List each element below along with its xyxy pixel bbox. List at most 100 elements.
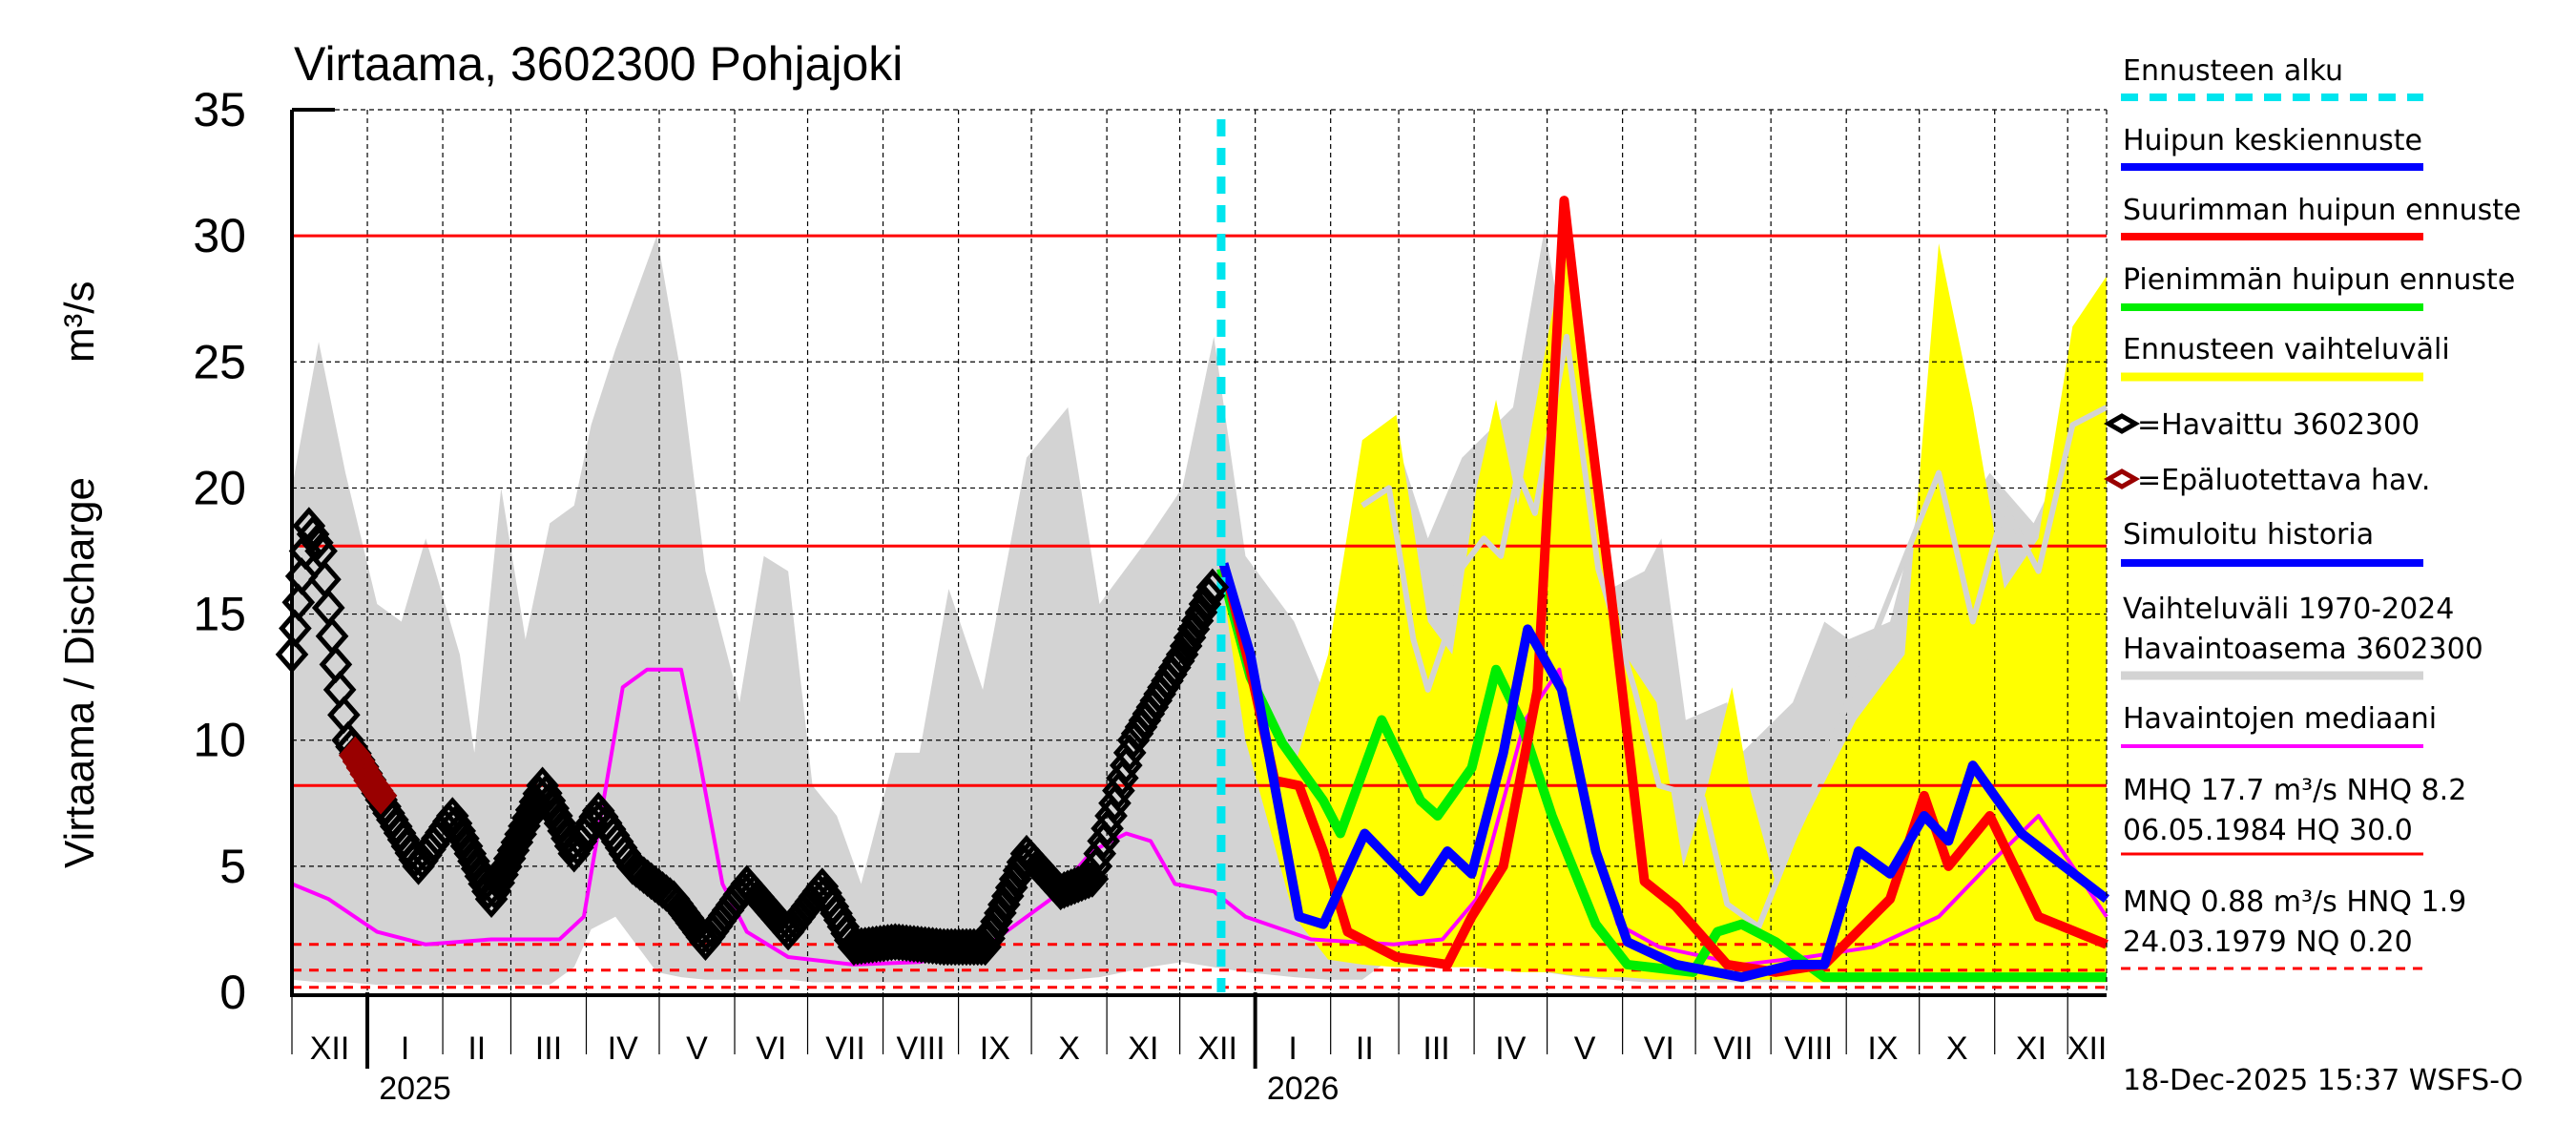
- legend-observed-diamond-icon: [2103, 413, 2141, 434]
- marker-havaittu-3602300: [1195, 568, 1230, 607]
- month-label: IX: [980, 1030, 1010, 1067]
- marker-havaittu-3602300: [994, 868, 1028, 906]
- month-label: XI: [2016, 1030, 2046, 1067]
- month-label: IX: [1867, 1030, 1898, 1067]
- legend-mnq-line1: MNQ 0.88 m³/s HNQ 1.9: [2123, 885, 2466, 919]
- marker-havaittu-3602300: [957, 927, 991, 967]
- marker-havaittu-3602300: [945, 927, 980, 967]
- y-axis-unit: m³/s: [56, 281, 103, 363]
- marker-havaittu-3602300: [987, 885, 1021, 924]
- marker-havaittu-3602300: [500, 822, 534, 862]
- series-lines: [291, 119, 2110, 992]
- marker-havaittu-3602300: [304, 531, 338, 571]
- legend-unreliable-diamond-icon: [2103, 468, 2141, 489]
- footer-timestamp: 18-Dec-2025 15:37 WSFS-O: [2123, 1064, 2524, 1097]
- legend: Ennusteen alku Huipun keskiennuste Suuri…: [2103, 54, 2521, 970]
- month-label: XII: [310, 1030, 350, 1067]
- month-label: I: [401, 1030, 409, 1067]
- month-label: VI: [1644, 1030, 1674, 1067]
- month-label: V: [1574, 1030, 1596, 1067]
- marker-havaittu-3602300: [482, 864, 516, 903]
- marker-havaittu-3602300: [478, 871, 512, 910]
- marker-havaittu-3602300: [961, 927, 995, 967]
- legend-max-peak: Suurimman huipun ennuste: [2123, 194, 2521, 227]
- y-tick-label: 15: [193, 588, 246, 641]
- marker-havaittu-3602300: [984, 894, 1017, 932]
- month-label: XII: [2067, 1030, 2108, 1067]
- marker-havaittu-3602300: [292, 507, 326, 545]
- legend-range-line2: Havaintoasema 3602300: [2123, 633, 2483, 666]
- marker-havaittu-3602300: [510, 799, 545, 838]
- line-huipun-keskiennuste: [1218, 562, 2110, 983]
- observed-markers: [275, 507, 1230, 967]
- y-tick-label: 0: [219, 966, 246, 1019]
- marker-havaittu-3602300: [980, 902, 1013, 941]
- y-tick-label: 35: [193, 83, 246, 136]
- marker-havaittu-3602300: [301, 523, 334, 562]
- line-suurimman-huipun-ennuste: [1218, 196, 2109, 977]
- marker-havaittu-3602300: [968, 927, 1002, 967]
- marker-havaittu-3602300: [1192, 576, 1226, 614]
- chart-title: Virtaama, 3602300 Pohjajoki: [294, 37, 903, 91]
- line-pienimma-n-huipun-ennuste: [1216, 567, 2107, 983]
- month-label: III: [1423, 1030, 1449, 1067]
- y-tick-label: 20: [193, 461, 246, 514]
- y-tick-label: 10: [193, 714, 246, 767]
- marker-havaittu-3602300: [1176, 610, 1211, 649]
- month-label: X: [1946, 1030, 1968, 1067]
- legend-forecast-start: Ennusteen alku: [2123, 54, 2343, 88]
- marker-havaittu-3602300: [972, 919, 1006, 958]
- month-label: IV: [608, 1030, 638, 1067]
- month-label: VIII: [897, 1030, 945, 1067]
- month-label: II: [467, 1030, 486, 1067]
- year-label: 2026: [1267, 1071, 1340, 1107]
- marker-havaittu-3602300: [1165, 635, 1199, 674]
- y-tick-label: 25: [193, 335, 246, 388]
- y-tick-label: 30: [193, 209, 246, 262]
- marker-havaittu-3602300: [492, 839, 527, 878]
- band-ennusteen-vaihteluva-li: [1220, 243, 2107, 983]
- legend-range-line1: Vaihteluväli 1970-2024: [2123, 593, 2454, 626]
- legend-unreliable: =Epäluotettava hav.: [2137, 464, 2430, 497]
- marker-havaittu-3602300: [1188, 585, 1222, 623]
- marker-havaittu-3602300: [508, 806, 541, 845]
- month-label: XII: [1197, 1030, 1237, 1067]
- marker-havaittu-3602300: [281, 583, 316, 622]
- y-axis-label: Virtaama / Discharge: [56, 477, 103, 868]
- marker-havaittu-3602300: [327, 696, 361, 735]
- marker-havaittu-3602300: [308, 560, 342, 599]
- marker-havaittu-3602300: [990, 877, 1025, 915]
- marker-havaittu-3602300: [486, 855, 519, 894]
- marker-havaittu-3602300: [1169, 627, 1203, 665]
- marker-havaittu-3602300: [311, 589, 345, 627]
- legend-forecast-range: Ennusteen vaihteluväli: [2123, 333, 2450, 366]
- marker-epa-luotettava-hav: [364, 777, 398, 815]
- marker-havaittu-3602300: [518, 782, 552, 822]
- marker-havaittu-3602300: [496, 831, 530, 870]
- month-label: II: [1356, 1030, 1374, 1067]
- marker-havaittu-3602300: [474, 880, 509, 919]
- month-label: VII: [1714, 1030, 1754, 1067]
- legend-simulated: Simuloitu historia: [2123, 518, 2374, 552]
- marker-havaittu-3602300: [949, 927, 984, 967]
- month-label: X: [1058, 1030, 1080, 1067]
- legend-mhq-line1: MHQ 17.7 m³/s NHQ 8.2: [2123, 774, 2466, 807]
- marker-havaittu-3602300: [1184, 593, 1218, 632]
- month-label: I: [1288, 1030, 1297, 1067]
- legend-median: Havaintojen mediaani: [2123, 702, 2437, 736]
- month-label: IV: [1495, 1030, 1526, 1067]
- marker-havaittu-3602300: [322, 671, 357, 709]
- marker-havaittu-3602300: [504, 815, 537, 854]
- marker-havaittu-3602300: [1173, 618, 1207, 657]
- month-label: VIII: [1784, 1030, 1833, 1067]
- marker-havaittu-3602300: [296, 515, 330, 553]
- marker-havaittu-3602300: [489, 847, 523, 886]
- marker-havaittu-3602300: [319, 645, 353, 684]
- month-label: VII: [825, 1030, 865, 1067]
- month-label: VI: [756, 1030, 786, 1067]
- line-forecast-band-mean-light-grey-line: [1361, 333, 2109, 930]
- legend-mhq-line2: 06.05.1984 HQ 30.0: [2123, 814, 2413, 847]
- legend-mnq-line2: 24.03.1979 NQ 0.20: [2123, 926, 2413, 959]
